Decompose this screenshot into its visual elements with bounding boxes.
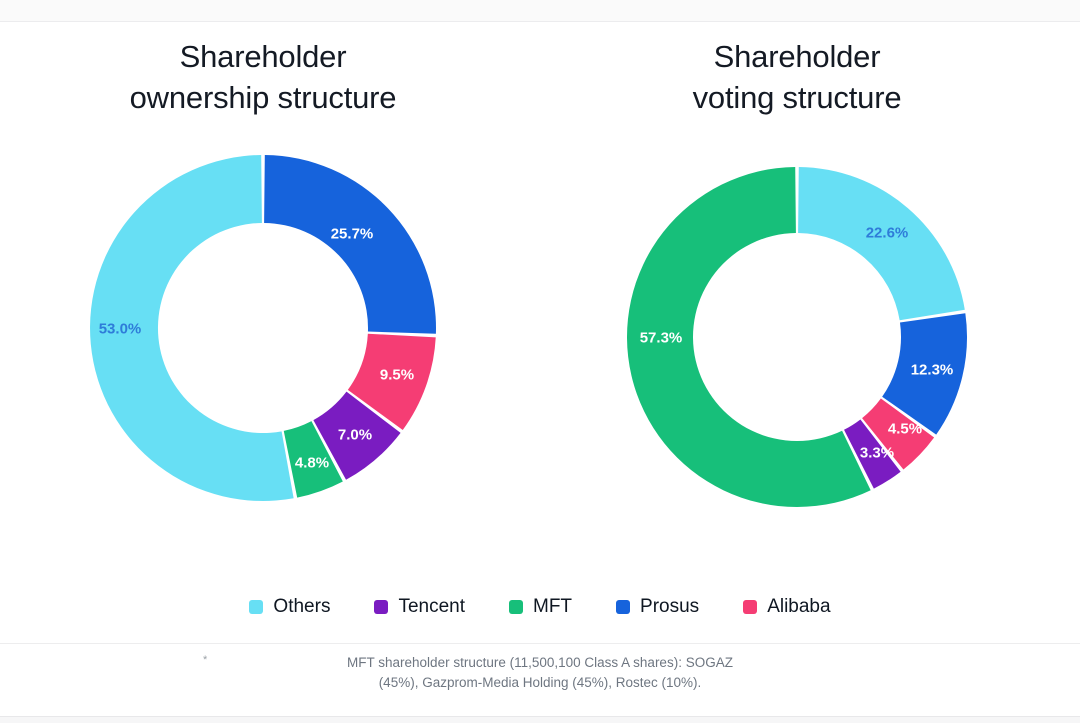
slice-label-alibaba: 4.5% (888, 421, 922, 438)
footnote-line: (45%), Gazprom-Media Holding (45%), Rost… (378, 675, 702, 690)
slice-label-alibaba: 9.5% (380, 367, 414, 384)
mft-color-swatch (509, 600, 523, 614)
donut-slice-tencent (844, 419, 901, 489)
voting-donut-chart: 22.6% 12.3% 4.5% 3.3% 57.3% (627, 167, 968, 508)
donut-slice-prosus (882, 313, 968, 435)
prosus-color-swatch (616, 600, 631, 614)
donut-slice-mft (283, 421, 343, 498)
title-line: voting structure (692, 80, 902, 115)
footnote-divider (0, 643, 1080, 644)
slice-label-others: 22.6% (866, 225, 909, 242)
legend-item-mft: MFT (509, 596, 572, 618)
ownership-donut-chart: 25.7% 9.5% 7.0% 4.8% 53.0% (90, 155, 436, 502)
legend-item-prosus: Prosus (616, 596, 699, 618)
slice-label-prosus: 25.7% (331, 226, 374, 243)
donut-slice-prosus (264, 155, 436, 334)
alibaba-color-swatch (743, 600, 758, 614)
tencent-color-swatch (374, 600, 389, 614)
legend-label: Others (273, 596, 331, 617)
footnote-marker: * (203, 654, 208, 666)
slice-label-prosus: 12.3% (911, 362, 954, 379)
legend-label: Tencent (398, 596, 465, 617)
donut-slice-alibaba (862, 398, 935, 470)
donut-slice-others (90, 155, 294, 502)
donut-slice-others (798, 167, 965, 321)
title-line: Shareholder (713, 39, 881, 74)
slice-label-mft: 57.3% (640, 330, 683, 347)
footnote: MFT shareholder structure (11,500,100 Cl… (8, 653, 1072, 693)
top-strip (0, 0, 1080, 22)
legend: Others Tencent MFT Prosus Alibaba (0, 596, 1080, 618)
slice-label-tencent: 7.0% (338, 427, 372, 444)
legend-item-alibaba: Alibaba (743, 596, 831, 618)
donut-slice-tencent (313, 391, 401, 480)
legend-label: MFT (533, 596, 573, 617)
slice-label-mft: 4.8% (295, 455, 329, 472)
legend-item-tencent: Tencent (374, 596, 465, 618)
legend-label: Alibaba (767, 596, 831, 617)
donut-slice-mft (627, 167, 871, 508)
bottom-strip (0, 716, 1080, 723)
voting-chart-title: Shareholder voting structure (577, 36, 1017, 118)
legend-label: Prosus (640, 596, 700, 617)
legend-item-others: Others (249, 596, 330, 618)
footnote-line: MFT shareholder structure (11,500,100 Cl… (347, 655, 733, 670)
slice-label-others: 53.0% (99, 321, 142, 338)
slice-label-tencent: 3.3% (860, 445, 894, 462)
title-line: Shareholder (179, 39, 347, 74)
donut-slice-alibaba (347, 333, 436, 430)
others-color-swatch (249, 600, 264, 614)
title-line: ownership structure (129, 80, 397, 115)
ownership-chart-title: Shareholder ownership structure (43, 36, 483, 118)
